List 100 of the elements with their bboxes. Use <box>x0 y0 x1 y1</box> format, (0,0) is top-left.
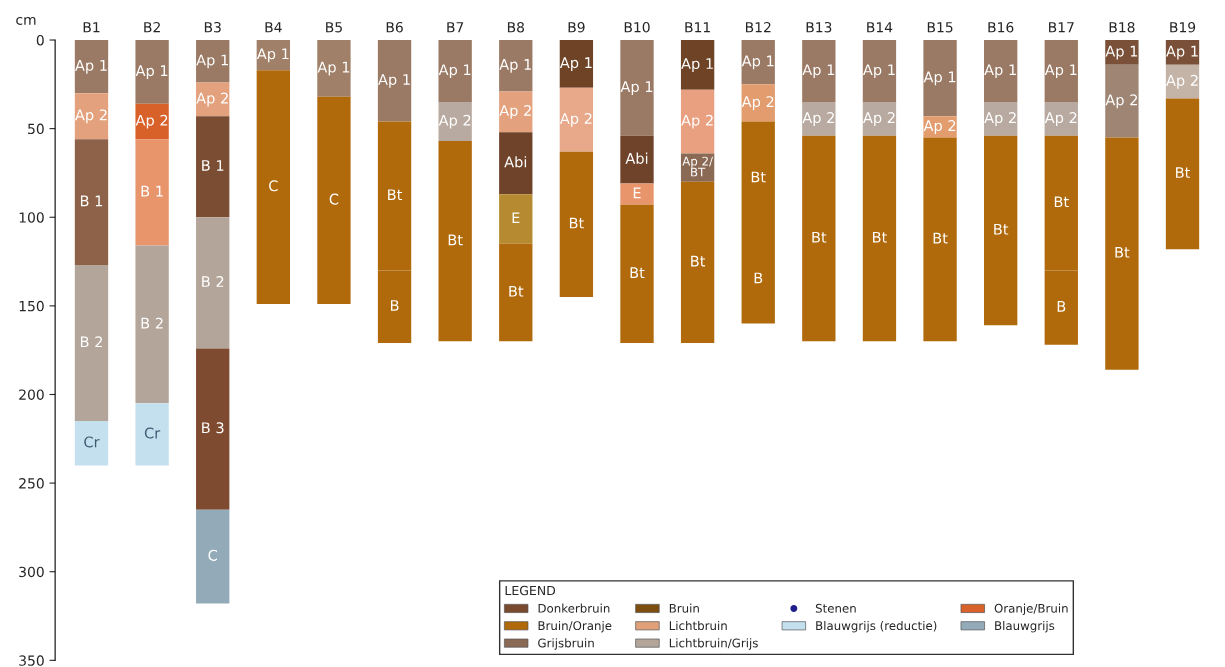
data-label: Bt <box>1176 167 1191 178</box>
data-label: E <box>512 212 520 224</box>
y-tick-label: 50 <box>28 123 44 135</box>
bar <box>317 40 351 97</box>
bar <box>1105 40 1139 65</box>
data-label: B 2 <box>202 276 224 287</box>
data-label: B <box>1057 301 1066 312</box>
data-label: Ap 2 <box>135 114 168 129</box>
data-label: Ap 2 <box>1105 94 1138 109</box>
y-tick-label: 0 <box>36 34 44 46</box>
legend-label: Stenen <box>815 603 856 613</box>
legend-label: Blauwgrijs <box>995 620 1055 633</box>
data-label: Ap 2 <box>438 114 471 129</box>
data-label: Ap 2 <box>681 114 713 129</box>
legend-title: LEGEND <box>505 585 556 596</box>
x-tick-label: B2 <box>144 21 160 33</box>
bar <box>1105 137 1139 370</box>
data-label: Bt <box>448 234 463 246</box>
bar <box>680 40 715 90</box>
data-label: Ap 1 <box>984 64 1016 79</box>
data-label: Ap 2 <box>75 109 107 124</box>
bar <box>74 139 109 266</box>
data-label: Ap 1 <box>75 60 107 74</box>
legend-label: Oranje/Bruin <box>994 603 1068 616</box>
bar <box>984 40 1018 103</box>
x-tick-label: B6 <box>386 21 403 33</box>
x-tick-label: B19 <box>1170 21 1196 33</box>
bar <box>74 40 109 94</box>
bar <box>802 102 836 136</box>
data-label: B <box>754 272 763 284</box>
legend-label: Blauwgrijs (reductie) <box>816 620 937 633</box>
data-label: Cr <box>144 427 161 439</box>
y-tick-label: 250 <box>19 478 44 489</box>
x-tick-label: B8 <box>507 21 525 33</box>
bar <box>1165 98 1200 250</box>
bar <box>377 40 412 122</box>
data-label: Ap 1 <box>317 61 350 76</box>
x-tick-label: B14 <box>867 22 893 33</box>
data-label: Ap 1 <box>620 81 653 95</box>
bar <box>1044 40 1078 103</box>
data-label: Bt <box>751 171 766 183</box>
bar <box>862 102 897 136</box>
bar <box>135 245 169 404</box>
bar <box>620 183 654 205</box>
x-tick-label: B9 <box>568 21 585 33</box>
x-tick-label: B18 <box>1109 21 1135 33</box>
data-label: Ap 2 <box>1044 112 1077 126</box>
x-tick-label: B1 <box>83 22 100 33</box>
bar <box>984 135 1018 326</box>
bar <box>923 40 957 117</box>
bar <box>196 116 230 218</box>
data-label: Bt <box>388 189 403 201</box>
x-tick-label: B13 <box>806 21 832 33</box>
data-label: B <box>390 300 399 311</box>
y-axis-title: cm <box>16 16 36 25</box>
bar <box>984 102 1018 136</box>
data-label: B 1 <box>202 160 224 171</box>
data-label: Ap 2 <box>741 96 774 110</box>
y-tick-label: 300 <box>19 566 44 578</box>
data-label: Abi <box>625 152 648 164</box>
bar <box>1044 102 1078 136</box>
legend-label: Donkerbruin <box>538 603 610 613</box>
data-label: Ap 2 <box>984 112 1016 126</box>
x-tick-label: B4 <box>265 22 282 33</box>
data-label: Ap 2 <box>196 92 228 107</box>
data-label: Ap 1 <box>862 64 895 79</box>
data-label: Ap 2 <box>802 112 834 126</box>
bar <box>559 87 594 152</box>
bar <box>1165 64 1200 99</box>
x-tick-label: B3 <box>204 21 221 33</box>
bar <box>256 40 290 71</box>
data-label: Bt <box>569 217 584 229</box>
bar <box>196 217 230 349</box>
data-label: Ap 1 <box>1044 64 1077 79</box>
bar <box>620 204 654 344</box>
bar <box>74 421 109 466</box>
y-tick-label: 150 <box>19 300 44 312</box>
data-label: Bt <box>691 255 706 267</box>
data-label: Ap 2 <box>1166 74 1198 89</box>
bar <box>74 265 109 422</box>
data-label: Ap 2 <box>862 112 895 126</box>
x-tick-label: B16 <box>988 21 1014 33</box>
bar <box>74 93 109 140</box>
legend-label: Lichtbruin <box>669 620 727 631</box>
data-label: Ap 1 <box>1166 45 1198 60</box>
data-label: Ap 2 <box>559 112 592 127</box>
x-tick-label: B10 <box>624 21 650 33</box>
data-label: B 2 <box>141 317 163 329</box>
bar <box>680 89 715 154</box>
x-tick-label: B5 <box>326 22 342 33</box>
legend-label: Bruin <box>669 603 699 613</box>
data-label: Ap 1 <box>923 71 956 86</box>
bar <box>923 137 957 342</box>
data-label: Abi <box>504 156 527 168</box>
bar <box>802 135 836 342</box>
data-label: Ap 2 <box>923 120 956 134</box>
bar <box>499 40 533 92</box>
data-label: Bt <box>873 231 887 243</box>
bar <box>741 40 775 85</box>
legend-label: Lichtbruin/Grijs <box>669 638 758 650</box>
